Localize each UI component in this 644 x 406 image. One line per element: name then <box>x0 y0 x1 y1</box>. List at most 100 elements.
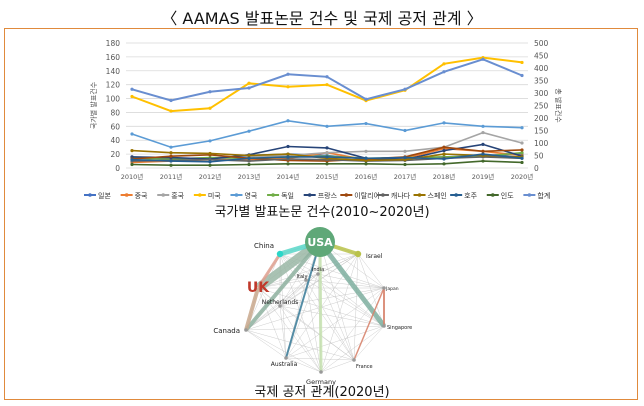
data-point <box>286 85 290 89</box>
data-point <box>481 130 485 135</box>
network-edge <box>279 305 322 373</box>
x-tick-label: 2020년 <box>511 172 534 181</box>
data-point <box>208 139 212 143</box>
network-node-label: Germany <box>306 378 336 386</box>
data-point <box>169 159 173 163</box>
legend-marker <box>271 193 275 197</box>
y-tick-label: 80 <box>110 108 120 117</box>
y-axis-title: 국가별 발표건수 <box>89 81 98 129</box>
data-point <box>169 163 173 167</box>
y2-tick-label: 400 <box>534 64 549 73</box>
data-point <box>442 70 446 74</box>
network-edge <box>317 273 385 327</box>
legend-label: 합계 <box>537 191 550 200</box>
legend-label: 호주 <box>464 192 477 200</box>
data-point <box>130 132 134 136</box>
data-point <box>130 158 134 162</box>
network-edge <box>279 287 385 307</box>
data-point <box>247 156 251 160</box>
network-edge <box>285 325 385 359</box>
coauthor-network: USA UK China Israel India Italy Netherlands Jap… <box>213 227 412 386</box>
network-edge-strong <box>244 240 322 332</box>
legend-marker <box>198 193 202 197</box>
y-tick-label: 40 <box>110 136 120 145</box>
legend-marker <box>344 193 349 197</box>
data-point <box>481 142 485 146</box>
data-point <box>286 72 290 76</box>
y-tick-label: 160 <box>106 53 121 62</box>
data-point <box>286 144 290 149</box>
data-point <box>520 126 524 130</box>
network-edge <box>245 273 319 331</box>
data-point <box>403 87 407 91</box>
network-edge <box>357 253 385 289</box>
page-title: 〈 AAMAS 발표논문 건수 및 국제 공저 관계 〉 <box>161 9 483 28</box>
data-point <box>442 121 446 125</box>
data-point <box>481 57 485 61</box>
network-node-label: Japan <box>385 286 399 292</box>
x-tick-label: 2013년 <box>238 172 261 181</box>
y2-tick-label: 350 <box>534 77 549 86</box>
legend-label: 프랑스 <box>318 192 338 200</box>
data-point <box>130 94 134 99</box>
network-node <box>352 358 356 362</box>
network-edge-strong <box>353 287 385 361</box>
data-point <box>208 151 212 156</box>
legend-marker <box>88 193 92 197</box>
data-point <box>169 154 173 158</box>
data-point <box>364 149 368 153</box>
data-point <box>325 155 329 159</box>
network-node <box>382 286 386 290</box>
data-point <box>247 162 251 167</box>
data-point <box>481 149 485 153</box>
legend-marker <box>161 193 166 197</box>
legend-marker <box>490 193 495 197</box>
y2-tick-label: 0 <box>534 164 539 173</box>
data-point <box>442 157 446 161</box>
data-point <box>325 124 329 128</box>
data-point <box>247 159 251 163</box>
data-point <box>403 155 407 160</box>
data-point <box>520 141 524 145</box>
network-node-label: Israel <box>366 253 383 260</box>
y2-tick-label: 150 <box>534 127 549 136</box>
network-edge <box>305 273 319 281</box>
data-point <box>364 97 368 101</box>
network-edge <box>279 253 355 361</box>
data-point <box>325 83 329 87</box>
series-line <box>131 58 523 102</box>
network-edge <box>320 325 385 373</box>
data-point <box>286 119 290 123</box>
y-tick-label: 100 <box>106 95 121 104</box>
x-tick-label: 2015년 <box>316 172 339 181</box>
network-edge <box>245 325 385 331</box>
network-edge <box>305 279 355 361</box>
data-point <box>520 151 524 155</box>
legend-marker <box>527 193 532 197</box>
network-edge <box>319 241 355 361</box>
data-point <box>247 153 251 158</box>
y2-tick-label: 250 <box>534 102 549 111</box>
legend-label: 미국 <box>208 191 221 200</box>
legend-label: 인도 <box>501 191 514 200</box>
x-tick-label: 2010년 <box>121 172 144 181</box>
legend-label: 이탈리아 <box>354 191 380 200</box>
y-tick-label: 140 <box>106 67 121 76</box>
data-point <box>208 160 212 164</box>
data-point <box>130 162 134 167</box>
data-point <box>325 162 329 166</box>
network-node <box>276 250 284 258</box>
legend-marker <box>234 193 239 197</box>
network-edge <box>245 279 307 331</box>
data-point <box>208 90 212 94</box>
data-point <box>247 129 251 133</box>
y-tick-label: 20 <box>110 150 120 159</box>
network-edge <box>353 253 359 361</box>
network-node-label: UK <box>247 280 270 296</box>
network-node-label: Singapore <box>387 325 412 331</box>
data-point <box>325 146 329 150</box>
data-point <box>208 106 212 110</box>
network-edge <box>279 305 385 327</box>
y-tick-label: 0 <box>115 164 120 173</box>
